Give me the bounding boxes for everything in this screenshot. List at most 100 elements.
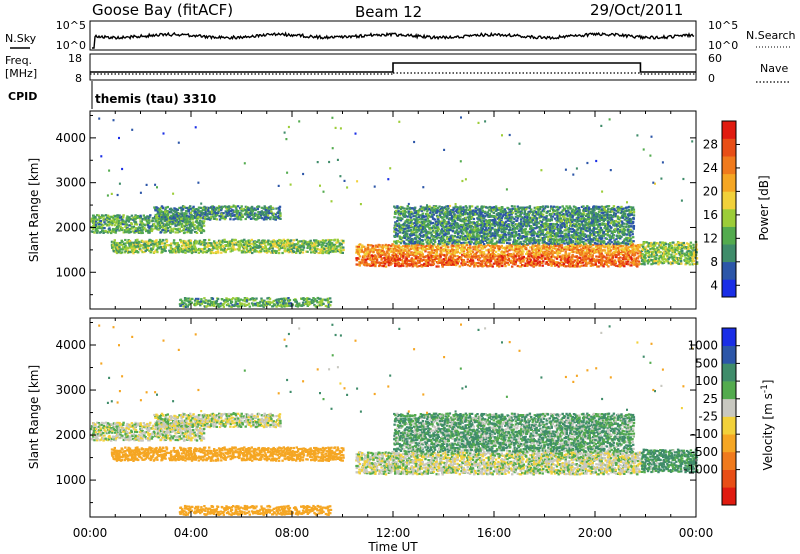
- echo-cell: [206, 215, 209, 218]
- cpid-label: CPID: [8, 90, 37, 103]
- echo-cell: [272, 299, 275, 303]
- echo-cell: [219, 305, 222, 308]
- echo-cell: [405, 242, 408, 245]
- echo-cell: [136, 215, 140, 218]
- echo-cell: [555, 257, 559, 260]
- echo-cell: [311, 298, 314, 302]
- echo-cell: [175, 224, 178, 227]
- echo-cell: [607, 244, 610, 247]
- echo-cell: [427, 261, 430, 264]
- echo-cell: [197, 300, 200, 304]
- echo-cell: [251, 304, 255, 307]
- echo-cell: [510, 245, 514, 248]
- echo-cell: [280, 299, 283, 302]
- echo-cell: [530, 264, 533, 267]
- echo-cell: [116, 226, 119, 229]
- echo-cell: [516, 264, 519, 268]
- echo-cell: [135, 223, 139, 226]
- echo-cell: [230, 240, 233, 243]
- echo-cell: [201, 241, 204, 244]
- echo-cell: [165, 230, 168, 233]
- echo-cell: [627, 250, 630, 253]
- echo-cell: [286, 248, 290, 251]
- echo-cell: [597, 243, 600, 247]
- echo-cell: [470, 224, 473, 228]
- freq-label: Freq.: [5, 54, 32, 67]
- echo-cell: [245, 297, 249, 300]
- echo-cell: [210, 215, 213, 218]
- echo-cell: [379, 253, 382, 256]
- echo-cell: [584, 255, 587, 258]
- echo-cell: [100, 214, 104, 217]
- echo-cell: [193, 211, 196, 214]
- echo-cell: [251, 210, 255, 213]
- echo-cell: [197, 209, 200, 212]
- echo-cell: [193, 210, 196, 213]
- echo-cell: [529, 260, 532, 263]
- echo-cell: [276, 301, 279, 304]
- echo-cell: [286, 238, 290, 241]
- echo-cell: [215, 241, 219, 244]
- echo-cell: [396, 245, 400, 248]
- echo-cell: [321, 251, 325, 254]
- echo-cell: [233, 243, 236, 246]
- echo-cell: [516, 246, 520, 249]
- echo-cell: [605, 244, 609, 247]
- echo-cell: [526, 250, 529, 253]
- echo-cell: [600, 251, 603, 254]
- echo-cell: [223, 238, 226, 241]
- echo-cell: [478, 259, 481, 262]
- echo-cell: [287, 249, 290, 253]
- echo-cell: [477, 254, 480, 257]
- echo-cell: [619, 256, 622, 259]
- nave-trace: [90, 72, 696, 75]
- echo-cell: [474, 257, 477, 260]
- echo-cell: [263, 249, 266, 253]
- echo-cell: [270, 210, 273, 213]
- echo-cell: [207, 299, 210, 302]
- echo-cell: [121, 240, 124, 244]
- echo-cell: [469, 246, 472, 249]
- echo-cell: [425, 259, 429, 262]
- echo-cell: [405, 257, 408, 260]
- echo-cell: [102, 217, 106, 220]
- echo-cell: [229, 218, 232, 221]
- echo-cell: [200, 249, 203, 252]
- echo-cell: [184, 240, 187, 243]
- echo-cell: [183, 216, 186, 219]
- echo-cell: [639, 243, 642, 246]
- echo-cell: [547, 254, 551, 257]
- echo-cell: [302, 304, 305, 307]
- echo-cell: [203, 216, 207, 219]
- echo-cell: [187, 206, 191, 209]
- echo-cell: [610, 259, 614, 262]
- echo-cell: [229, 213, 232, 216]
- echo-cell: [368, 251, 371, 254]
- echo-cell: [505, 253, 508, 256]
- echo-cell: [416, 248, 419, 252]
- echo-cell: [383, 256, 386, 259]
- echo-cell: [226, 209, 230, 213]
- echo-cell: [295, 300, 298, 303]
- echo-cell: [510, 244, 513, 247]
- echo-cell: [267, 207, 270, 210]
- echo-cell: [369, 258, 372, 261]
- echo-cell: [421, 253, 424, 256]
- echo-cell: [531, 250, 534, 253]
- echo-cell: [119, 225, 122, 228]
- echo-cell: [247, 244, 250, 247]
- echo-cell: [254, 302, 257, 305]
- echo-cell: [272, 303, 276, 306]
- echo-cell: [147, 215, 151, 218]
- echo-cell: [479, 252, 482, 256]
- echo-cell: [639, 252, 643, 255]
- echo-cell: [387, 264, 391, 267]
- echo-cell: [531, 260, 534, 263]
- echo-cell: [631, 252, 634, 255]
- echo-cell: [471, 259, 474, 262]
- echo-cell: [379, 249, 382, 252]
- echo-cell: [503, 252, 506, 255]
- echo-cell: [503, 246, 506, 249]
- echo-cell: [448, 262, 451, 265]
- echo-cell: [462, 259, 465, 262]
